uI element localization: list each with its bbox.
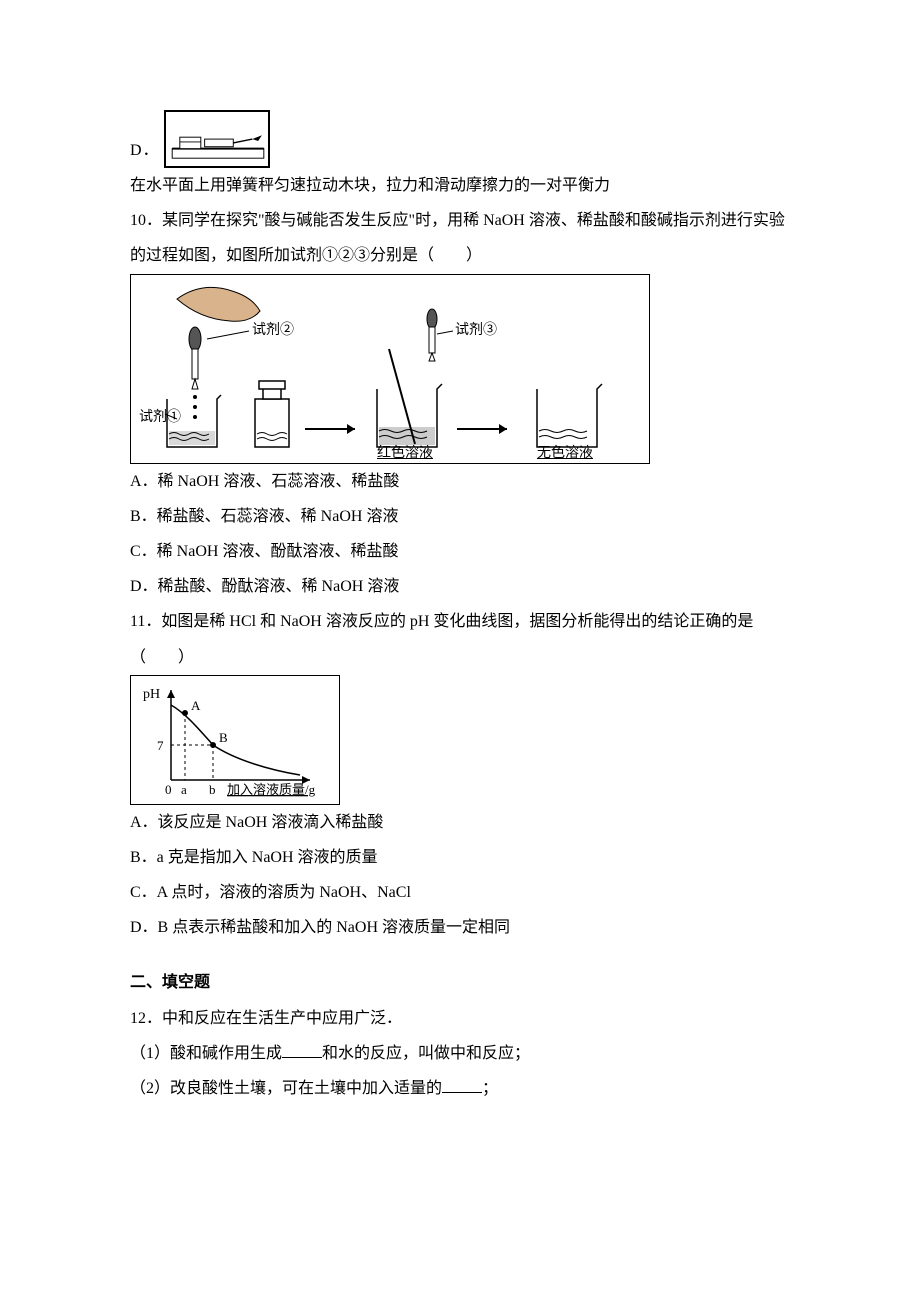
q10-label-red: 红色溶液 [377,444,433,459]
q11-option-a: A．该反应是 NaOH 溶液滴入稀盐酸 [130,805,790,840]
q10-label-r3: 试剂③ [455,322,497,338]
q10-figure: 试剂① 试剂② [130,274,650,464]
q11-option-c: C．A 点时，溶液的溶质为 NaOH、NaCl [130,875,790,910]
q9-option-d-label: D． [130,133,160,168]
q11-option-d: D．B 点表示稀盐酸和加入的 NaOH 溶液质量一定相同 [130,910,790,945]
q10-option-c: C．稀 NaOH 溶液、酚酞溶液、稀盐酸 [130,534,790,569]
dropper-3-icon [427,309,437,361]
q12-blank-1[interactable] [282,1041,322,1058]
q12-blank-2[interactable] [442,1076,482,1093]
beaker-2-icon [377,349,442,447]
arrow-icon [457,424,507,434]
q10-option-b: B．稀盐酸、石蕊溶液、稀 NaOH 溶液 [130,499,790,534]
q12-p1b: 和水的反应，叫做中和反应； [322,1045,530,1062]
q10-option-a: A．稀 NaOH 溶液、石蕊溶液、稀盐酸 [130,464,790,499]
q11-option-b: B．a 克是指加入 NaOH 溶液的质量 [130,840,790,875]
q11-label-b: B [219,730,228,745]
q12-sub1: （1）酸和碱作用生成 和水的反应，叫做中和反应； [130,1036,790,1071]
section-2-title: 二、填空题 [130,965,790,1000]
q11-curve [171,705,300,775]
q11-label-0: 0 [165,782,172,797]
reagent-bottle-icon [255,381,289,447]
q11-label-xa: a [181,782,187,797]
q12-p1a: （1）酸和碱作用生成 [130,1045,282,1062]
q9-option-d-text: 在水平面上用弹簧秤匀速拉动木块，拉力和滑动摩擦力的一对平衡力 [130,168,790,203]
beaker-3-icon [537,384,602,447]
q10-label-r2: 试剂② [252,322,294,338]
q9-option-d-figure [164,110,270,168]
arrow-icon [305,424,355,434]
q11-stem: 11．如图是稀 HCl 和 NaOH 溶液反应的 pH 变化曲线图，据图分析能得… [130,604,790,674]
q11-label-7: 7 [157,738,164,753]
q10-option-d: D．稀盐酸、酚酞溶液、稀 NaOH 溶液 [130,569,790,604]
q11-label-a: A [191,698,201,713]
q10-stem: 10．某同学在探究"酸与碱能否发生反应"时，用稀 NaOH 溶液、稀盐酸和酸碱指… [130,203,790,273]
q10-label-clear: 无色溶液 [537,444,593,459]
spring-balance-icon [170,120,266,162]
q11-ylabel: pH [143,687,160,702]
q12-sub2: （2）改良酸性土壤，可在土壤中加入适量的 ； [130,1071,790,1106]
q12-p2b: ； [482,1080,498,1097]
q12-p2a: （2）改良酸性土壤，可在土壤中加入适量的 [130,1080,442,1097]
q11-figure: pH A B 7 0 a b 加入溶液质量/g [130,675,340,805]
q10-label-r1: 试剂① [139,409,181,425]
q11-xlabel: 加入溶液质量/g [227,782,316,797]
q11-label-xb: b [209,782,216,797]
q12-stem: 12．中和反应在生活生产中应用广泛． [130,1001,790,1036]
